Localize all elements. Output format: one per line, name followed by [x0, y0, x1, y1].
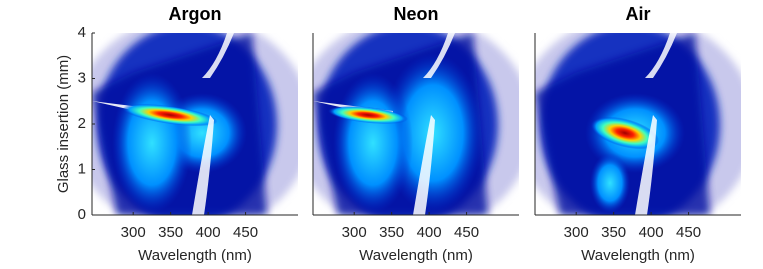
panel-title: Neon [394, 4, 439, 24]
contour-gap [413, 115, 435, 215]
contour-field [313, 33, 519, 215]
panel-title: Air [625, 4, 650, 24]
x-tick-label: 350 [379, 224, 404, 241]
x-tick-label: 300 [564, 224, 589, 241]
x-tick-label: 400 [196, 224, 221, 241]
contour-gap [423, 33, 455, 78]
contour-mid [333, 73, 413, 213]
contour-peak [590, 116, 660, 150]
contour-mid [112, 73, 192, 213]
y-tick-label: 2 [78, 115, 86, 132]
x-tick-label: 450 [233, 224, 258, 241]
x-axis-label: Wavelength (nm) [138, 247, 252, 264]
contour-field [535, 33, 741, 215]
contour-gap [645, 33, 677, 78]
panel: Neon Wavelength (nm) 300 350 400 450 [312, 4, 519, 264]
contour-peak [328, 106, 408, 124]
x-tick-label: 400 [639, 224, 664, 241]
y-axis-label: Glass insertion (mm) [55, 55, 72, 193]
x-tick-label: 450 [676, 224, 701, 241]
x-tick-label: 350 [158, 224, 183, 241]
x-tick-label: 300 [342, 224, 367, 241]
contour-gap [202, 33, 234, 78]
x-axis-label: Wavelength (nm) [359, 247, 473, 264]
x-tick-label: 300 [121, 224, 146, 241]
panel: Air Wavelength (nm) 300 350 400 450 [534, 4, 741, 264]
x-tick-label: 450 [454, 224, 479, 241]
y-tick-label: 4 [78, 24, 86, 41]
y-tick-label: 0 [78, 206, 86, 223]
contour-mid [590, 153, 630, 213]
panel-title: Argon [169, 4, 222, 24]
contour-gap [192, 115, 214, 215]
panel: Argon Wavelength (nm) 300 350 400 450 0 1 2 3 4 Gla… [55, 4, 298, 264]
y-tick-label: 3 [78, 69, 86, 86]
contour-field [92, 33, 298, 215]
contour-gap [635, 115, 657, 215]
x-tick-label: 400 [417, 224, 442, 241]
y-tick-label: 1 [78, 160, 86, 177]
x-tick-label: 350 [601, 224, 626, 241]
x-axis-label: Wavelength (nm) [581, 247, 695, 264]
contour-peak [122, 103, 218, 127]
